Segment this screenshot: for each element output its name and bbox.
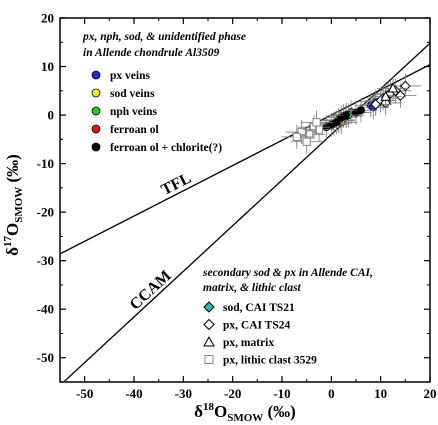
- y-tick-label: -20: [37, 205, 54, 220]
- y-axis-title: δ17OSMOW (‰): [2, 154, 25, 256]
- point-px-lithic-clast-3529: [302, 137, 311, 146]
- point-px-matrix: [380, 90, 392, 101]
- point-ferroan-ol-chlorite: [342, 111, 351, 120]
- data-points: [280, 73, 422, 154]
- point-px-lithic-clast-3529: [312, 118, 321, 127]
- axis-ticks: -50 -40 -30 -20 -10 0 10 20 -50 -40 -30 -20 -10 0 10 20: [37, 11, 437, 402]
- y-axis-title-sup: 17: [2, 236, 14, 248]
- y-tick-label: -50: [37, 350, 54, 365]
- legend-bottom-item-marker: [204, 355, 214, 364]
- x-axis-title-mid: O: [214, 402, 227, 421]
- x-tick-label: 20: [424, 386, 437, 401]
- x-tick-label: -50: [76, 386, 93, 401]
- point-ferroan-ol-chlorite: [356, 106, 365, 115]
- legend-bottom-item-label: px, matrix: [223, 337, 274, 349]
- legend-bottom-item-label: px, CAI TS24: [223, 320, 290, 332]
- point-px-cai-ts24: [400, 80, 411, 92]
- legend-top-item-label: ferroan ol: [110, 124, 159, 136]
- x-tick-label: -10: [273, 386, 290, 401]
- legend-bottom-item-label: px, lithic clast 3529: [223, 355, 317, 367]
- legend-top-title-line2: in Allende chondrule Al3509: [83, 47, 219, 59]
- legend-bottom-title-line1: secondary sod & px in Allende CAI,: [202, 267, 373, 279]
- x-tick-label: -20: [224, 386, 241, 401]
- x-tick-label: -30: [175, 386, 192, 401]
- point-px-matrix: [387, 82, 399, 93]
- legend-top-title-line1: px, nph, sod, & unidentified phase: [82, 31, 246, 43]
- legend-bottom-item-marker: [203, 301, 215, 313]
- ccam-line-label: CCAM: [127, 267, 175, 313]
- legend-top-item-label: ferroan ol + chlorite(?): [110, 142, 222, 154]
- y-tick-label: -30: [37, 253, 54, 268]
- legend-top-item-marker: [91, 124, 101, 134]
- legend-top-item-marker: [91, 106, 101, 116]
- legend-bottom-item-marker: [203, 335, 215, 347]
- y-tick-label: -40: [37, 302, 54, 317]
- x-tick-label: -40: [125, 386, 142, 401]
- x-axis-title-unit: (‰): [263, 402, 296, 421]
- point-px-cai-ts24: [395, 90, 406, 101]
- legend-bottom-item-label: sod, CAI TS21: [223, 302, 295, 314]
- x-tick-label: 10: [374, 386, 387, 401]
- point-ferroan-ol-chlorite: [332, 118, 341, 127]
- y-tick-label: 20: [41, 11, 54, 26]
- legend-bottom: secondary sod & px in Allende CAI, matri…: [202, 267, 373, 367]
- x-axis-title-sup: 18: [203, 401, 215, 413]
- y-axis-title-unit: (‰): [3, 154, 22, 187]
- x-axis-title-sub: SMOW: [227, 412, 263, 424]
- legend-top-item-label: sod veins: [110, 88, 155, 100]
- y-axis-title-base: δ: [3, 247, 22, 256]
- y-tick-label: 10: [41, 59, 54, 74]
- y-axis-title-sub: SMOW: [13, 187, 25, 223]
- legend-top-item-marker: [91, 88, 101, 98]
- legend-top-item-marker: [91, 70, 101, 80]
- x-tick-label: 0: [328, 386, 335, 401]
- y-axis-title-mid: O: [3, 223, 22, 236]
- point-px-cai-ts24: [370, 99, 382, 110]
- legend-top: px, nph, sod, & unidentified phase in Al…: [82, 31, 246, 154]
- point-px-lithic-clast-3529: [292, 132, 301, 142]
- y-tick-label: 0: [48, 108, 55, 123]
- tfl-line: [60, 64, 430, 255]
- x-axis-title: δ18OSMOW (‰): [194, 401, 296, 424]
- legend-bottom-item-marker: [203, 318, 215, 331]
- legend-top-item-label: px veins: [110, 70, 150, 82]
- legend-top-item-label: nph veins: [110, 106, 158, 118]
- x-axis-title-base: δ: [194, 402, 203, 421]
- y-tick-label: -10: [37, 156, 54, 171]
- legend-top-item-marker: [91, 142, 101, 152]
- legend-bottom-title-line2: matrix, & lithic clast: [203, 282, 302, 294]
- plot-frame: [59, 17, 431, 383]
